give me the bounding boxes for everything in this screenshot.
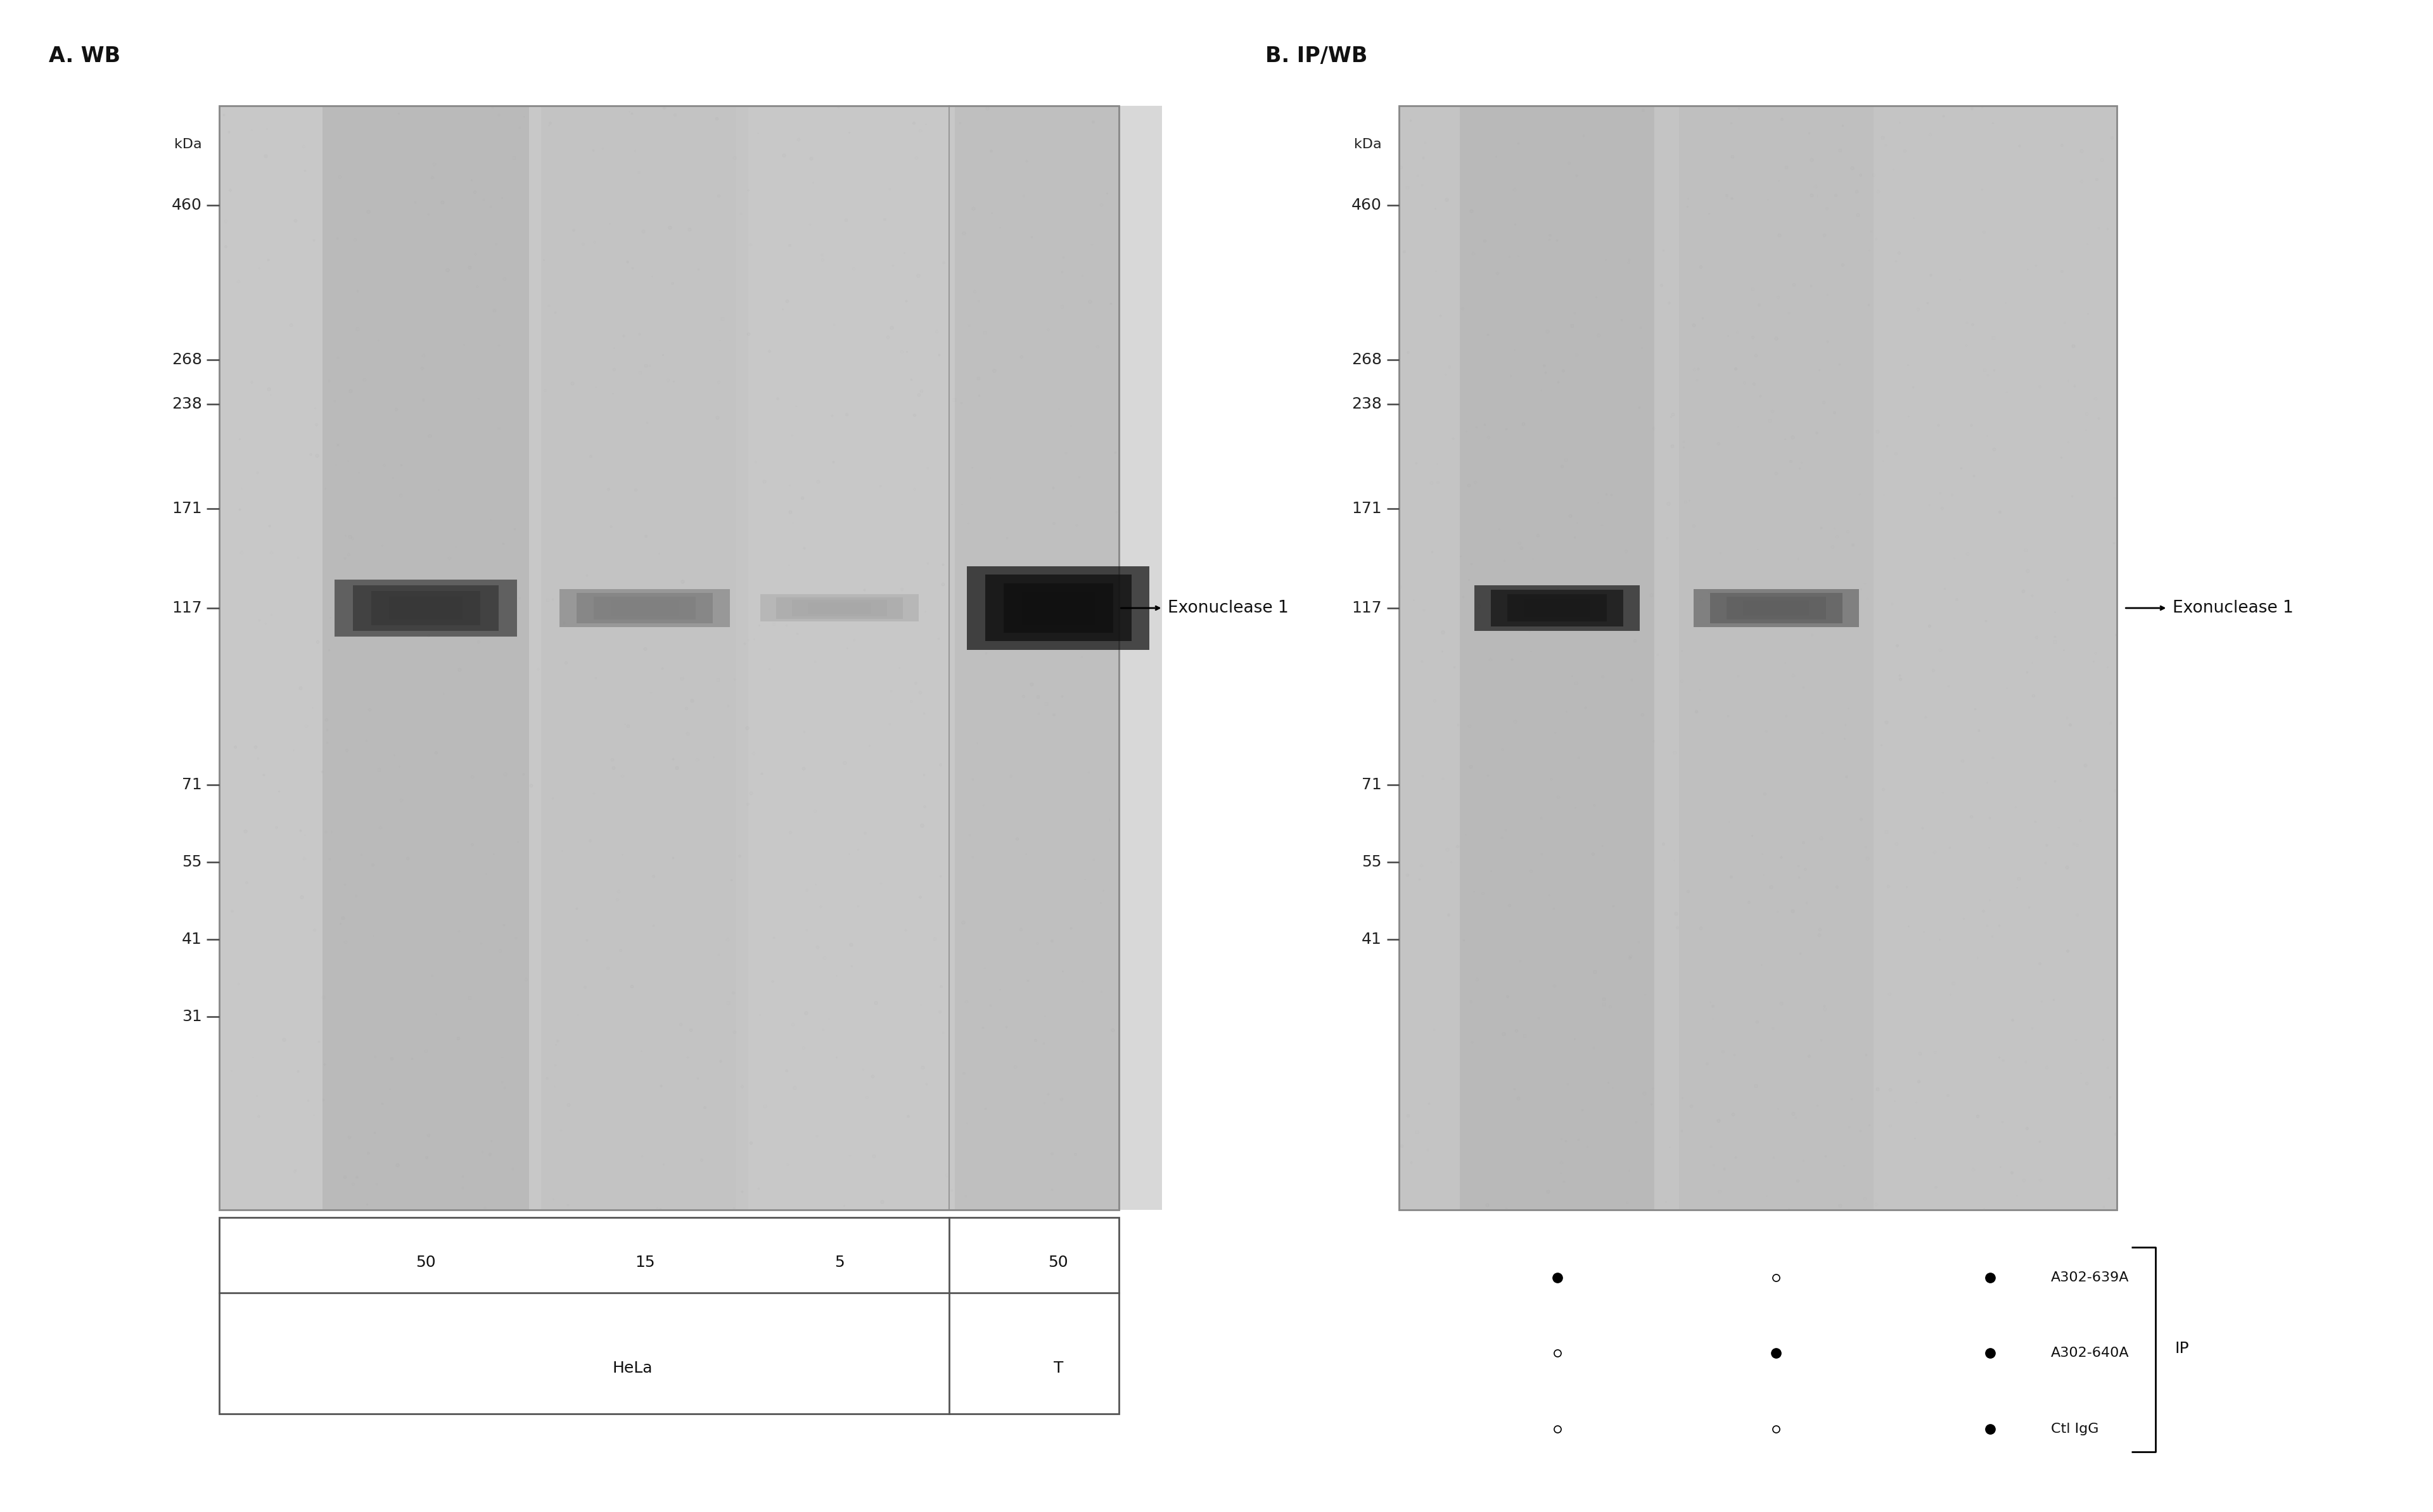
Bar (808, 603, 871, 614)
Text: 55: 55 (182, 854, 202, 869)
Bar (1474, 585, 1640, 631)
Text: Ctl IgG: Ctl IgG (2051, 1423, 2100, 1435)
Bar (985, 575, 1131, 641)
Text: IP: IP (2175, 1341, 2190, 1356)
Bar (759, 594, 917, 621)
Bar (560, 590, 730, 627)
Bar (370, 591, 482, 626)
Bar (776, 597, 903, 618)
Text: 117: 117 (1353, 600, 1382, 615)
Bar (735, 106, 944, 1210)
Text: 460: 460 (1353, 198, 1382, 213)
Text: 117: 117 (173, 600, 202, 615)
Bar (791, 600, 886, 617)
Text: 55: 55 (1362, 854, 1382, 869)
Text: T: T (1053, 1361, 1063, 1376)
Text: 238: 238 (1353, 396, 1382, 411)
Text: 171: 171 (1353, 500, 1382, 516)
Bar (1508, 594, 1606, 621)
Bar (1679, 106, 1873, 1210)
Text: 41: 41 (182, 931, 202, 947)
Text: kDa: kDa (1355, 138, 1382, 151)
Bar (321, 106, 528, 1210)
Text: 71: 71 (182, 777, 202, 792)
Bar (219, 1217, 1119, 1414)
Text: A302-639A: A302-639A (2051, 1272, 2129, 1284)
Bar (1693, 590, 1859, 627)
Bar (219, 106, 1119, 1210)
Text: 71: 71 (1362, 777, 1382, 792)
Text: 31: 31 (182, 1009, 202, 1024)
Bar (611, 600, 679, 615)
Text: 460: 460 (173, 198, 202, 213)
Text: 41: 41 (1362, 931, 1382, 947)
Bar (954, 106, 1163, 1210)
Text: 238: 238 (173, 396, 202, 411)
Bar (219, 106, 1119, 1210)
Bar (540, 106, 749, 1210)
Bar (577, 593, 713, 623)
Bar (1523, 599, 1591, 617)
Text: 5: 5 (835, 1255, 844, 1270)
Text: B. IP/WB: B. IP/WB (1265, 45, 1367, 67)
Bar (333, 579, 516, 637)
Bar (1399, 106, 2117, 1210)
Text: Exonuclease 1: Exonuclease 1 (1168, 600, 1289, 617)
Text: 50: 50 (416, 1255, 436, 1270)
Text: Exonuclease 1: Exonuclease 1 (2173, 600, 2294, 617)
Bar (1727, 597, 1825, 620)
Text: 268: 268 (1353, 352, 1382, 367)
Text: A302-640A: A302-640A (2051, 1347, 2129, 1359)
Bar (1460, 106, 1654, 1210)
Bar (1710, 593, 1842, 623)
Text: A. WB: A. WB (49, 45, 119, 67)
Text: 268: 268 (170, 352, 202, 367)
Bar (389, 597, 462, 620)
Text: 171: 171 (173, 500, 202, 516)
Bar (1022, 591, 1095, 624)
Bar (1742, 600, 1810, 615)
Bar (594, 597, 696, 620)
Bar (1491, 590, 1623, 626)
Bar (968, 567, 1151, 650)
Text: 50: 50 (1049, 1255, 1068, 1270)
Bar (1002, 584, 1112, 634)
Text: kDa: kDa (175, 138, 202, 151)
Bar (1399, 106, 2117, 1210)
Text: 15: 15 (635, 1255, 654, 1270)
Bar (353, 585, 499, 631)
Text: HeLa: HeLa (613, 1361, 652, 1376)
